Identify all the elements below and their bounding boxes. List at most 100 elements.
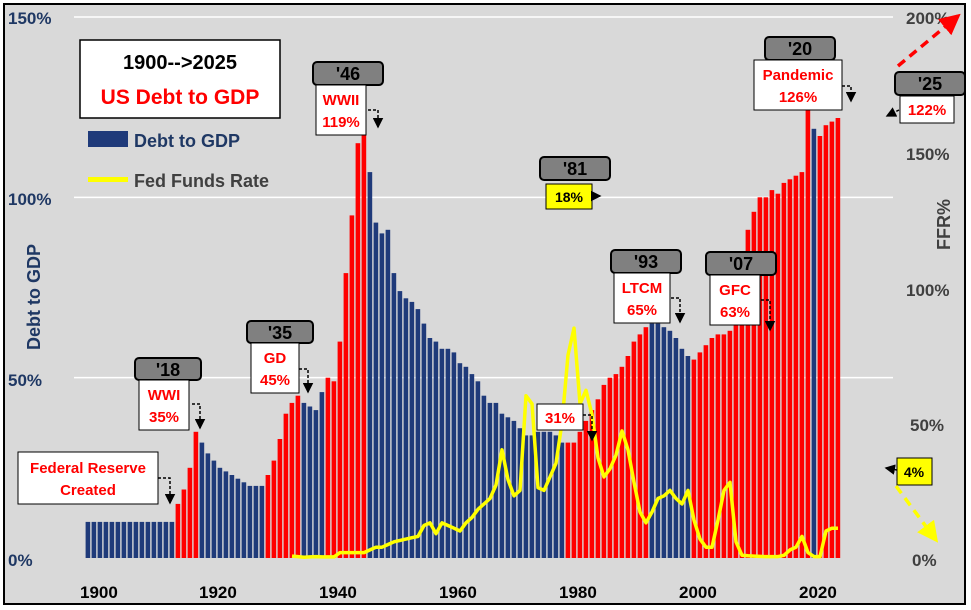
annotation-text: 45% [260,372,290,389]
debt-bar [547,431,553,558]
debt-bar [385,229,391,559]
debt-bar [595,399,601,558]
chart-subtitle: US Debt to GDP [101,86,260,109]
debt-bar [817,136,823,558]
y2-tick-label: 50% [910,416,944,435]
fed-funds-rate-line [291,326,838,559]
debt-bar [577,431,583,558]
annotation-text: 65% [627,302,657,319]
annotation-text: 4% [904,464,925,480]
debt-bar [451,352,457,558]
annotation-text: Federal Reserve [30,460,146,477]
debt-bar [169,521,175,558]
debt-bar [727,330,733,558]
debt-bar [643,327,649,558]
annotation-gfc: '07 GFC 63% [705,251,777,332]
debt-bar [523,435,529,558]
gridlines [74,16,893,379]
debt-bar [517,428,523,558]
debt-bar [745,229,751,559]
y-tick-label: 0% [8,551,33,570]
debt-bar [325,377,331,558]
debt-bar [529,435,535,558]
debt-bar [343,273,349,558]
annotation-ltcm: '93 LTCM 65% [610,249,686,324]
debt-bar [565,442,571,558]
debt-bar [403,298,409,558]
debt-bar [691,359,697,558]
debt-bar [457,363,463,558]
debt-bar [193,431,199,558]
annotation-year: '07 [729,254,753,274]
debt-bar [445,348,451,558]
annotation-text: 18% [555,189,584,205]
x-tick-label: 1980 [559,583,597,602]
debt-bar [133,521,139,558]
debt-bar [793,175,799,558]
debt-bar [199,442,205,558]
debt-bar [511,420,517,558]
debt-bar [469,374,475,558]
debt-bar [553,435,559,558]
debt-bar [211,460,217,558]
debt-bar [571,442,577,558]
debt-bar [109,521,115,558]
debt-bar [145,521,151,558]
debt-bar [115,521,121,558]
debt-bar [703,345,709,558]
debt-bar [787,179,793,559]
x-axis-ticks: 1900 1920 1940 1960 1980 2000 2020 [80,583,837,602]
debt-bar [283,413,289,558]
annotation-text: WWII [323,92,360,109]
debt-bar [301,402,307,558]
debt-bar [805,103,811,558]
debt-bar [769,190,775,558]
right-axis-ticks: 0% 50% 100% 150% 200% [906,9,949,570]
debt-bar [835,118,841,558]
debt-bar [475,381,481,558]
x-tick-label: 2000 [679,583,717,602]
y-tick-label: 100% [8,190,51,209]
y-tick-label: 50% [8,371,42,390]
debt-bar [253,485,259,558]
debt-bar [487,402,493,558]
annotation-text: GD [264,350,287,367]
debt-bar [823,125,829,558]
debt-bar [235,478,241,558]
annotation-year: '20 [788,39,812,59]
debt-bar [655,323,661,558]
debt-bar [127,521,133,558]
debt-projection-arrow [896,13,961,68]
debt-bar [241,482,247,558]
annotation-gd: '35 GD 45% [246,320,314,394]
debt-bar [373,222,379,558]
debt-bar [181,489,187,558]
chart-title: 1900-->2025 [123,52,237,74]
annotation-text: LTCM [622,280,663,297]
debt-bar [637,334,643,558]
debt-bar [247,485,253,558]
y2-tick-label: 150% [906,145,949,164]
debt-bar [649,323,655,558]
debt-bar [295,395,301,558]
debt-bar [217,467,223,558]
debt-bar [415,309,421,558]
debt-bar [121,521,127,558]
debt-bar [541,431,547,558]
legend-label-debt: Debt to GDP [134,131,240,151]
x-tick-label: 1920 [199,583,237,602]
annotation-text: 31% [545,410,575,427]
debt-bars [85,103,841,559]
annotations: '18 WWI 35% '35 GD 45% '46 WWII 119% ' [17,13,966,543]
debt-bar [463,366,469,558]
debt-bar [631,341,637,558]
left-axis-ticks: 0% 50% 100% 150% [8,9,51,570]
debt-bar [757,197,763,559]
debt-bar [265,475,271,558]
debt-bar [751,211,757,559]
debt-bar [799,172,805,558]
x-tick-label: 1960 [439,583,477,602]
annotation-fed-created: Federal Reserve Created [17,451,176,505]
debt-bar [313,410,319,558]
debt-bar [583,420,589,558]
